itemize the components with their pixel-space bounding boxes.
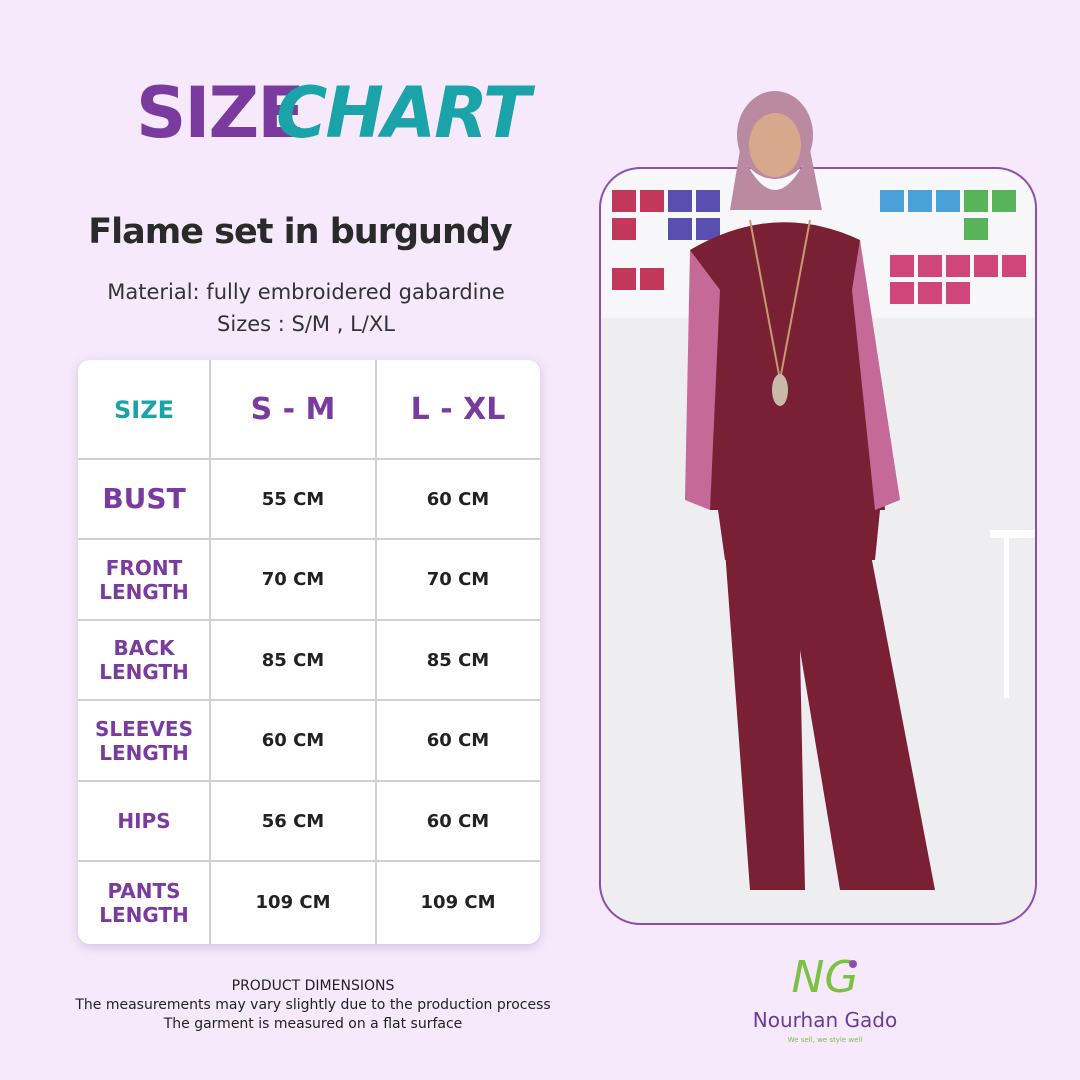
column-header: S - M	[250, 392, 336, 427]
product-name: Flame set in burgundy	[88, 212, 513, 252]
footer-line: The measurements may vary slightly due t…	[75, 997, 551, 1013]
row-label: PANTS LENGTH	[99, 878, 189, 927]
table-rule	[78, 619, 540, 621]
table-cell: 60 CM	[261, 730, 325, 751]
table-rule	[78, 538, 540, 540]
row-label: BACK LENGTH	[99, 636, 189, 684]
table-cell: 56 CM	[261, 810, 325, 832]
table-rule	[78, 860, 540, 862]
table-cell: 85 CM	[426, 649, 490, 671]
table-cell: 70 CM	[426, 569, 490, 590]
brand-tagline: We sell, we style well	[788, 1036, 863, 1044]
material: Material: fully embroidered gabardine	[107, 280, 505, 304]
table-cell: 60 CM	[426, 810, 490, 832]
brand-logo: NG Nourhan Gado We sell, we style well	[753, 952, 897, 1044]
brand-monogram: NG	[791, 952, 858, 1003]
table-cell: 60 CM	[426, 730, 490, 751]
sizes: Sizes : S/M , L/XL	[217, 312, 395, 336]
row-label: BUST	[102, 482, 186, 516]
title-size: SIZE	[136, 72, 305, 154]
footer-line: The garment is measured on a flat surfac…	[163, 1016, 463, 1032]
column-header: SIZE	[113, 395, 174, 424]
table-rule	[78, 458, 540, 460]
table-rule	[78, 699, 540, 701]
title-chart: CHART	[276, 72, 531, 154]
table-cell: 55 CM	[261, 488, 325, 510]
size-table: SIZE S - M L - XL BUST 55 CM 60 CM FRONT LENGT…	[78, 360, 540, 944]
product-photo	[599, 91, 1037, 925]
footer-heading: PRODUCT DIMENSIONS	[231, 978, 395, 994]
table-rule	[209, 360, 211, 944]
brand-name: Nourhan Gado	[753, 1008, 897, 1032]
table-rule	[78, 780, 540, 782]
table-cell: 109 CM	[420, 892, 496, 913]
row-label: FRONT LENGTH	[99, 555, 189, 604]
table-cell: 70 CM	[261, 569, 325, 590]
table-rule	[375, 360, 377, 944]
column-header: L - XL	[410, 392, 506, 427]
row-label: SLEEVES LENGTH	[94, 716, 194, 765]
table-cell: 109 CM	[255, 892, 331, 913]
table-cell: 85 CM	[261, 649, 325, 671]
row-label: HIPS	[117, 809, 171, 833]
table-cell: 60 CM	[426, 488, 490, 510]
